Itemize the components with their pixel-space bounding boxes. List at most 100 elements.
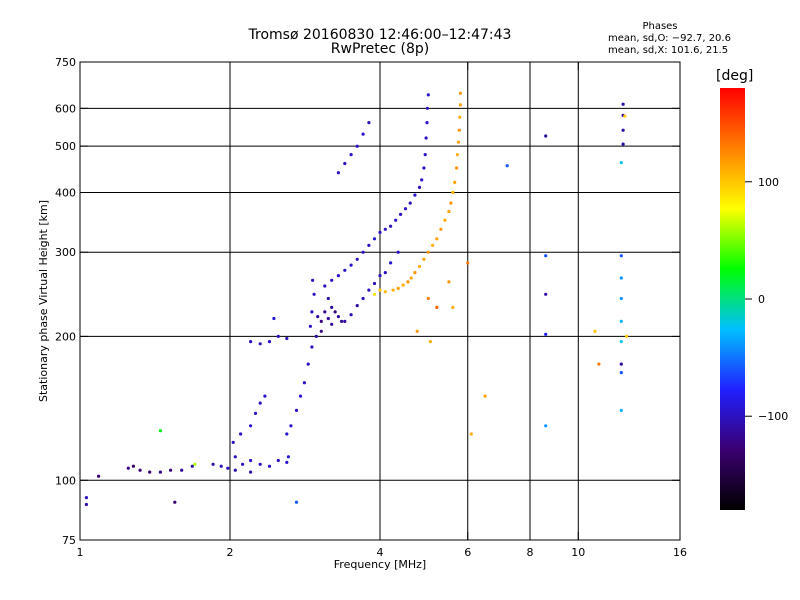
data-point (169, 468, 173, 472)
grid-lines (80, 62, 680, 540)
data-point (319, 329, 323, 333)
data-point (372, 281, 377, 286)
data-point (483, 394, 487, 398)
data-point (422, 257, 426, 261)
data-point (308, 324, 312, 328)
y-tick-label: 100 (55, 474, 76, 487)
data-point (333, 310, 337, 314)
phases-title: Phases (642, 21, 678, 32)
data-point (408, 201, 412, 205)
data-point (361, 250, 365, 254)
data-point (394, 218, 398, 222)
data-point (312, 292, 316, 296)
data-point (285, 460, 289, 464)
y-tick-label: 400 (55, 186, 76, 199)
data-point (158, 429, 162, 433)
data-point (544, 424, 548, 428)
data-point (426, 93, 430, 97)
data-point (231, 440, 235, 444)
data-point (323, 284, 327, 288)
phases-o-stats: mean, sd,O: −92.7, 20.6 (608, 33, 731, 44)
data-point (326, 296, 330, 301)
data-point (597, 362, 601, 366)
data-point (336, 171, 340, 175)
data-point (233, 455, 237, 459)
data-point (391, 288, 395, 292)
data-point (425, 121, 429, 125)
data-point (249, 424, 253, 428)
data-point (241, 462, 245, 466)
colorbar-tick-label: 0 (758, 293, 765, 306)
data-point (276, 458, 280, 463)
x-axis-label: Frequency [MHz] (334, 558, 426, 571)
data-point (415, 329, 419, 333)
colorbar-ticks: 100 0 −100 (745, 176, 788, 423)
data-point (505, 164, 509, 168)
data-point (326, 316, 330, 321)
chart-subtitle: RwPretec (8p) (330, 41, 430, 57)
data-point (447, 280, 451, 284)
data-point (544, 292, 548, 296)
data-point (310, 310, 314, 314)
phases-x-stats: mean, sd,X: 101.6, 21.5 (608, 45, 729, 56)
data-point (619, 340, 623, 344)
data-point (286, 455, 290, 459)
data-point (298, 394, 303, 398)
data-point (180, 468, 184, 472)
data-point (451, 190, 455, 195)
x-tick-label: 10 (571, 546, 585, 559)
x-tick-label: 8 (527, 546, 534, 559)
data-point (422, 166, 426, 170)
data-point (372, 292, 377, 296)
data-point (330, 278, 334, 282)
data-point (378, 274, 382, 278)
data-point (148, 470, 152, 474)
data-point (544, 254, 548, 258)
data-point (417, 264, 422, 269)
data-point (389, 224, 393, 228)
data-point (330, 322, 334, 326)
data-point (625, 334, 629, 338)
data-point (425, 106, 429, 110)
data-point (126, 466, 130, 470)
data-point (383, 271, 387, 275)
data-point (619, 362, 623, 366)
data-point (403, 207, 408, 211)
data-point (97, 474, 101, 478)
data-point (443, 218, 447, 222)
data-point (435, 305, 439, 309)
axes: 1 2 4 6 8 10 16 75 100 200 300 400 500 600 750 (55, 56, 687, 559)
data-point (413, 271, 417, 275)
data-point (619, 371, 623, 375)
data-point (457, 128, 461, 132)
data-point (349, 263, 353, 267)
data-point (285, 336, 289, 341)
data-point (343, 161, 347, 166)
data-point (294, 500, 299, 504)
data-point (258, 342, 262, 346)
data-point (423, 153, 427, 157)
data-point (276, 334, 280, 338)
y-tick-label: 300 (55, 246, 76, 259)
data-point (458, 103, 462, 107)
data-point (396, 250, 400, 254)
data-point (367, 121, 371, 125)
data-point (378, 288, 382, 292)
data-point (449, 201, 453, 205)
data-point (343, 319, 347, 323)
data-point (285, 432, 289, 436)
data-point (466, 261, 470, 265)
data-point (258, 462, 262, 466)
data-point (336, 274, 340, 278)
data-point (447, 209, 451, 214)
data-point (621, 128, 625, 132)
data-point (355, 257, 359, 261)
data-point (383, 290, 387, 294)
data-point (451, 305, 455, 309)
data-point (420, 178, 424, 182)
data-point (593, 329, 597, 333)
data-point (310, 345, 314, 349)
data-point (361, 296, 365, 301)
data-point (383, 227, 387, 231)
data-point (193, 462, 197, 466)
